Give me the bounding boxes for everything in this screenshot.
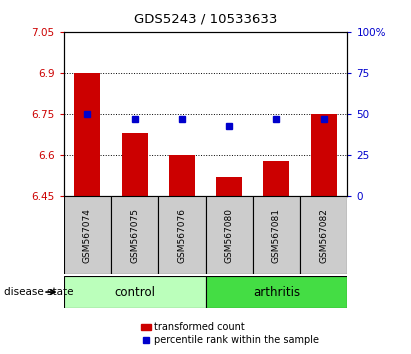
Text: GSM567080: GSM567080 [225, 208, 233, 263]
Bar [300, 196, 347, 274]
Text: GSM567076: GSM567076 [178, 208, 186, 263]
Text: arthritis: arthritis [253, 286, 300, 298]
Bar [311, 114, 337, 196]
Bar [122, 133, 148, 196]
Text: GSM567082: GSM567082 [319, 208, 328, 263]
Bar [169, 155, 195, 196]
Bar [74, 73, 100, 196]
Bar [263, 161, 289, 196]
Text: GSM567075: GSM567075 [130, 208, 139, 263]
Bar [64, 276, 206, 308]
Bar [253, 196, 300, 274]
Bar [158, 196, 206, 274]
Text: disease state: disease state [4, 287, 74, 297]
Bar [206, 196, 253, 274]
Text: GSM567074: GSM567074 [83, 208, 92, 263]
Legend: transformed count, percentile rank within the sample: transformed count, percentile rank withi… [137, 319, 323, 349]
Bar [206, 276, 347, 308]
Bar [216, 177, 242, 196]
Text: GSM567081: GSM567081 [272, 208, 281, 263]
Text: control: control [114, 286, 155, 298]
Bar [111, 196, 158, 274]
Bar [64, 196, 111, 274]
Text: GDS5243 / 10533633: GDS5243 / 10533633 [134, 12, 277, 25]
